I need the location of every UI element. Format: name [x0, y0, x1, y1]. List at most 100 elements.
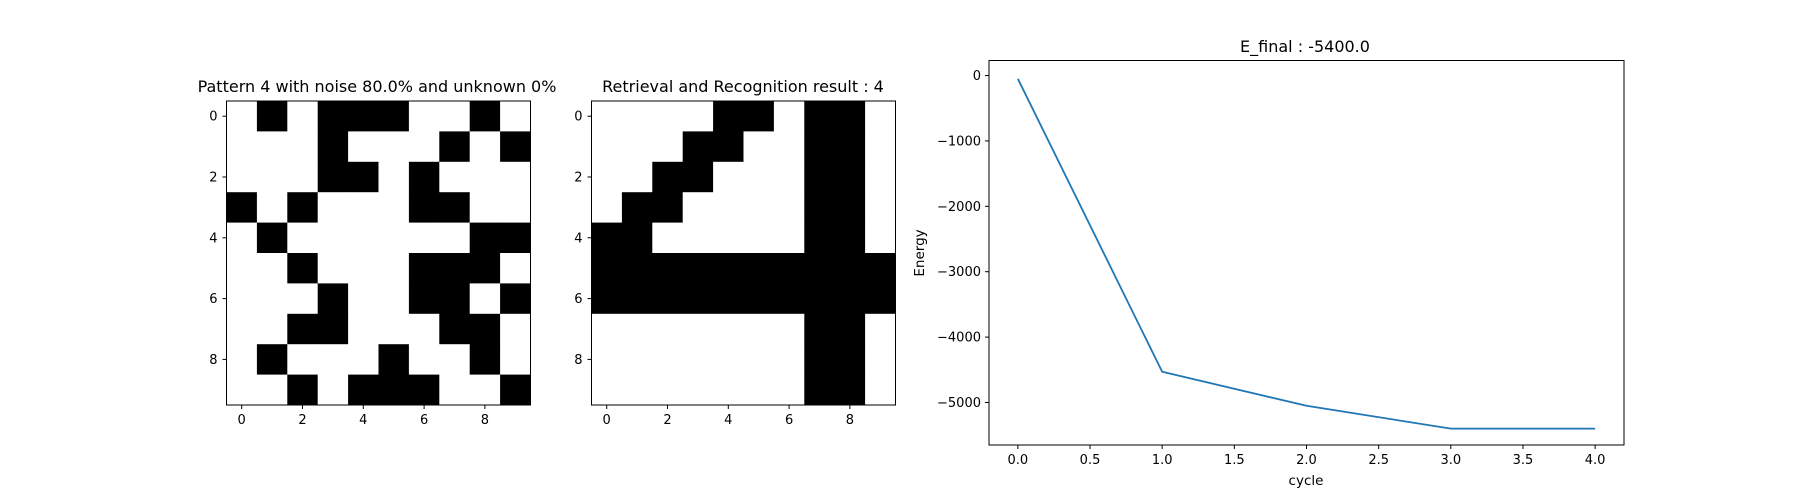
cell-r7-c6	[408, 313, 440, 345]
cell-r9-c6	[408, 374, 440, 406]
cell-r8-c9	[865, 344, 896, 375]
cell-r5-c7	[439, 253, 471, 284]
x-tick-label: 2	[663, 413, 671, 428]
panel-noisy-pattern: Pattern 4 with noise 80.0% and unknown 0…	[198, 77, 557, 428]
cell-r8-c2	[287, 344, 319, 375]
panel-1-title: Pattern 4 with noise 80.0% and unknown 0…	[198, 77, 557, 96]
cell-r7-c7	[439, 313, 471, 345]
cell-r8-c1	[256, 344, 288, 375]
cell-r8-c4	[348, 344, 379, 375]
y-tick-label: 0	[973, 69, 981, 84]
cell-r5-c9	[865, 253, 896, 284]
cell-r3-c5	[743, 192, 775, 223]
cell-r7-c9	[865, 313, 896, 345]
cell-r2-c6	[773, 161, 805, 193]
panel-2-frame	[591, 100, 896, 406]
cell-r7-c3	[317, 313, 349, 345]
cell-r5-c5	[378, 253, 410, 284]
cell-r7-c1	[256, 313, 288, 345]
cell-r9-c8	[834, 374, 866, 406]
cell-r6-c3	[682, 283, 714, 315]
cell-r6-c2	[287, 283, 319, 315]
cell-r0-c8	[834, 101, 866, 132]
cell-r1-c0	[591, 131, 623, 163]
y-axis-label: Energy	[912, 229, 928, 276]
cell-r8-c6	[773, 344, 805, 375]
cell-r6-c2	[652, 283, 684, 315]
cell-r1-c2	[287, 131, 319, 163]
cell-r6-c8	[469, 283, 501, 315]
cell-r3-c5	[378, 192, 410, 223]
cell-r5-c6	[773, 253, 805, 284]
y-tick-label: −2000	[937, 200, 981, 215]
cell-r2-c6	[408, 161, 440, 193]
cell-r4-c2	[287, 222, 319, 254]
cell-r4-c1	[256, 222, 288, 254]
cell-r1-c9	[865, 131, 896, 163]
cell-r8-c9	[500, 344, 531, 375]
cell-r0-c5	[743, 101, 775, 132]
cell-r5-c7	[804, 253, 836, 284]
cell-r4-c4	[713, 222, 744, 254]
cell-r9-c5	[378, 374, 410, 406]
y-tick-label: 0	[574, 110, 582, 125]
energy-chart-ticks: 0.0 0.5 1.0 1.5 2.0 2.5 3.0 3.5 4.0 0 −1000 −2000 −3…	[937, 69, 1605, 468]
cell-r9-c7	[439, 374, 471, 406]
y-tick-label: 6	[209, 292, 217, 307]
cell-r4-c4	[348, 222, 379, 254]
cell-r5-c8	[834, 253, 866, 284]
cell-r8-c8	[469, 344, 501, 375]
cell-r7-c5	[378, 313, 410, 345]
cell-r1-c3	[317, 131, 349, 163]
cell-r4-c8	[469, 222, 501, 254]
cell-r3-c6	[773, 192, 805, 223]
cell-r7-c3	[682, 313, 714, 345]
cell-r2-c1	[256, 161, 288, 193]
x-tick-label: 2.5	[1368, 453, 1389, 468]
cell-r5-c1	[621, 253, 653, 284]
x-tick-label: 3.5	[1513, 453, 1534, 468]
cell-r2-c2	[287, 161, 319, 193]
y-tick-label: −3000	[937, 265, 981, 280]
cell-r8-c5	[743, 344, 775, 375]
x-tick-label: 0.0	[1008, 453, 1029, 468]
cell-r9-c0	[226, 374, 258, 406]
x-tick-label: 4	[724, 413, 732, 428]
cell-r0-c2	[287, 101, 319, 132]
cell-r4-c6	[773, 222, 805, 254]
y-tick-label: −1000	[937, 134, 981, 149]
cell-r6-c7	[439, 283, 471, 315]
cell-r9-c4	[348, 374, 379, 406]
cell-r7-c7	[804, 313, 836, 345]
cell-r1-c3	[682, 131, 714, 163]
cell-r3-c9	[865, 192, 896, 223]
y-tick-label: −4000	[937, 331, 981, 346]
cell-r2-c7	[439, 161, 471, 193]
cell-r4-c5	[743, 222, 775, 254]
cell-r9-c9	[865, 374, 896, 406]
cell-r8-c6	[408, 344, 440, 375]
cell-r0-c0	[591, 101, 623, 132]
cell-r2-c9	[500, 161, 531, 193]
cell-r0-c3	[317, 101, 349, 132]
cell-r4-c0	[591, 222, 623, 254]
cell-r0-c9	[865, 101, 896, 132]
pattern-grid	[226, 101, 531, 406]
x-tick-label: 8	[481, 413, 489, 428]
cell-r8-c3	[682, 344, 714, 375]
cell-r0-c1	[256, 101, 288, 132]
cell-r4-c5	[378, 222, 410, 254]
cell-r7-c8	[834, 313, 866, 345]
cell-r3-c7	[439, 192, 471, 223]
cell-r3-c4	[348, 192, 379, 223]
y-tick-label: 4	[574, 231, 582, 246]
x-tick-label: 6	[420, 413, 428, 428]
cell-r9-c9	[500, 374, 531, 406]
cell-r8-c5	[378, 344, 410, 375]
cell-r2-c3	[317, 161, 349, 193]
cell-r2-c5	[743, 161, 775, 193]
y-tick-label: 6	[574, 292, 582, 307]
x-tick-label: 8	[846, 413, 854, 428]
cell-r6-c1	[256, 283, 288, 315]
